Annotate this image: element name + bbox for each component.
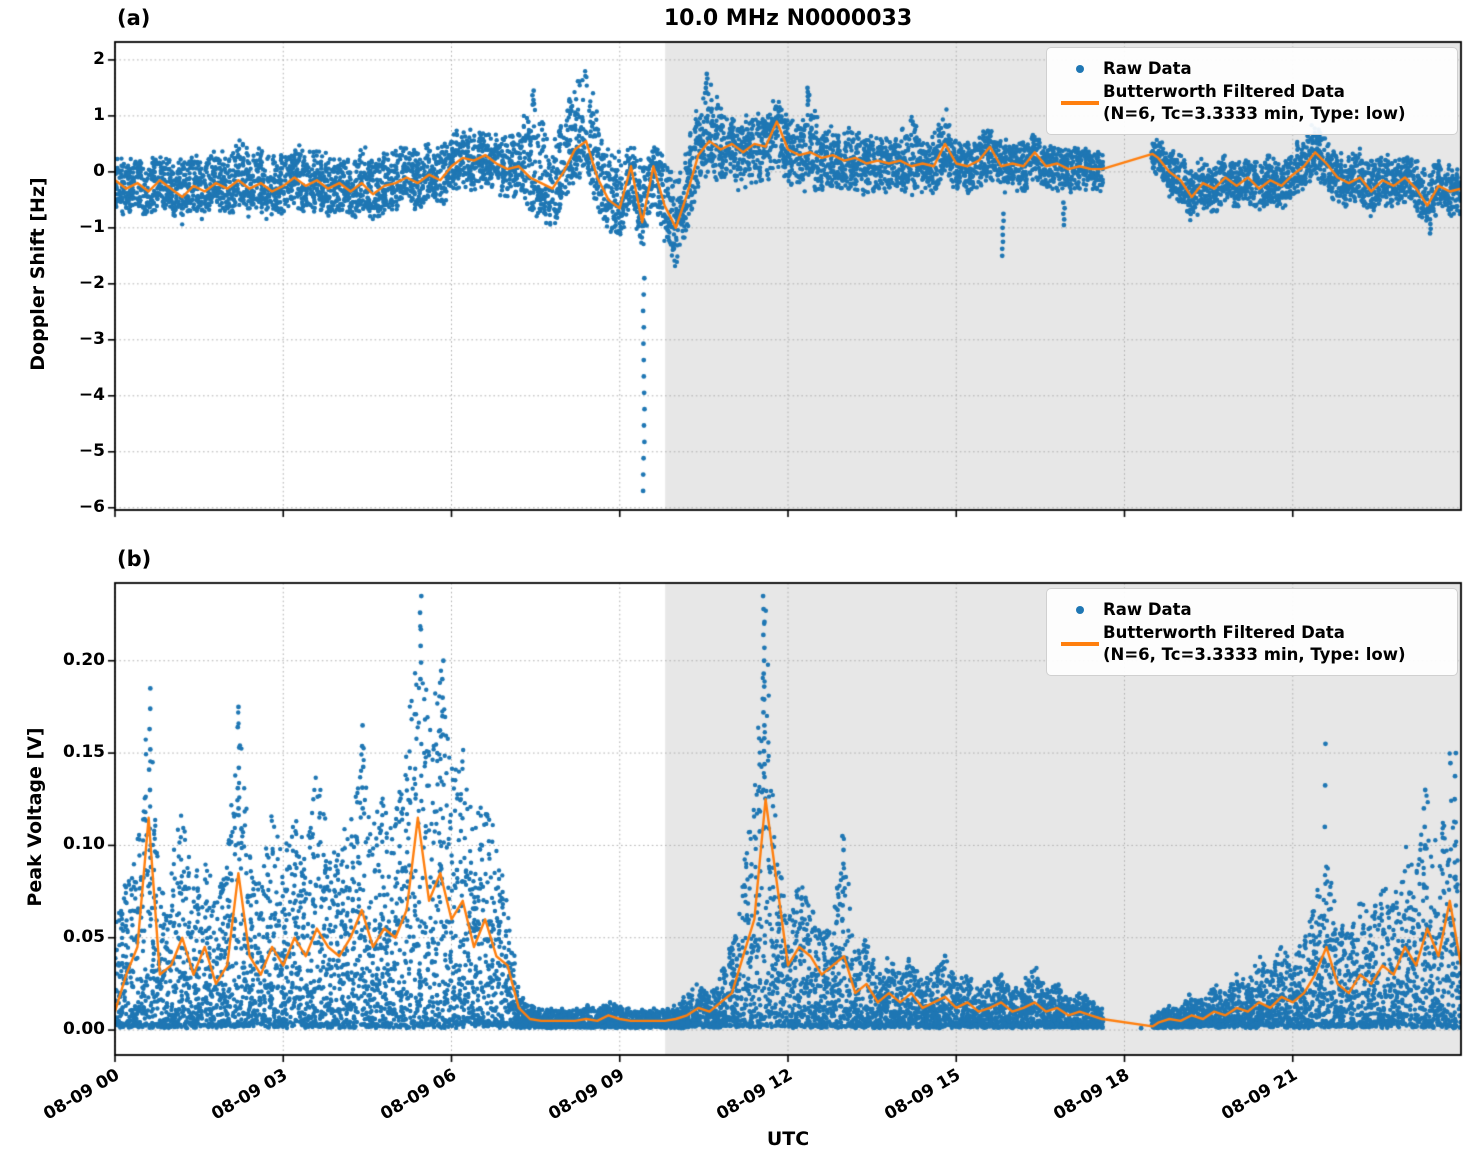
- panel-b-label: (b): [117, 547, 152, 571]
- x-axis-label: UTC: [766, 1128, 810, 1150]
- y-tick-label: 0.15: [63, 742, 105, 763]
- legend-row-raw: Raw Data: [1057, 58, 1445, 79]
- y-tick-label: −4: [78, 384, 105, 405]
- legend-filtered-label-line2: (N=6, Tc=3.3333 min, Type: low): [1103, 644, 1406, 664]
- filtered-line-marker: [1057, 642, 1103, 646]
- y-tick-label: 0.10: [63, 834, 105, 855]
- legend-panel-a: Raw Data Butterworth Filtered Data (N=6,…: [1046, 47, 1458, 136]
- legend-row-raw: Raw Data: [1057, 599, 1445, 620]
- y-tick-label: −3: [78, 328, 105, 349]
- y-tick-label: 0.05: [63, 926, 105, 947]
- legend-filtered-label-line1: Butterworth Filtered Data: [1103, 82, 1345, 102]
- legend-row-filtered: Butterworth Filtered Data (N=6, Tc=3.333…: [1057, 622, 1445, 665]
- legend-raw-label: Raw Data: [1103, 600, 1192, 619]
- figure-title: 10.0 MHz N0000033: [663, 6, 913, 31]
- legend-row-filtered: Butterworth Filtered Data (N=6, Tc=3.333…: [1057, 81, 1445, 124]
- panel-a-label: (a): [117, 6, 151, 30]
- legend-panel-b: Raw Data Butterworth Filtered Data (N=6,…: [1046, 588, 1458, 677]
- y-tick-label: 0.20: [63, 649, 105, 670]
- y-tick-label: 0: [93, 160, 105, 181]
- legend-raw-label: Raw Data: [1103, 59, 1192, 78]
- filtered-line-marker: [1057, 101, 1103, 105]
- y-tick-label: −6: [78, 496, 105, 517]
- y-tick-label: −1: [78, 216, 105, 237]
- raw-data-dot-marker: [1057, 605, 1103, 614]
- y-tick-label: 0.00: [63, 1019, 105, 1040]
- y-tick-label: 2: [93, 48, 105, 69]
- legend-filtered-label-line2: (N=6, Tc=3.3333 min, Type: low): [1103, 103, 1406, 123]
- y-tick-label: −5: [78, 440, 105, 461]
- y-tick-label: −2: [78, 272, 105, 293]
- y-tick-label: 1: [93, 104, 105, 125]
- legend-filtered-label-line1: Butterworth Filtered Data: [1103, 623, 1345, 643]
- raw-data-dot-marker: [1057, 64, 1103, 73]
